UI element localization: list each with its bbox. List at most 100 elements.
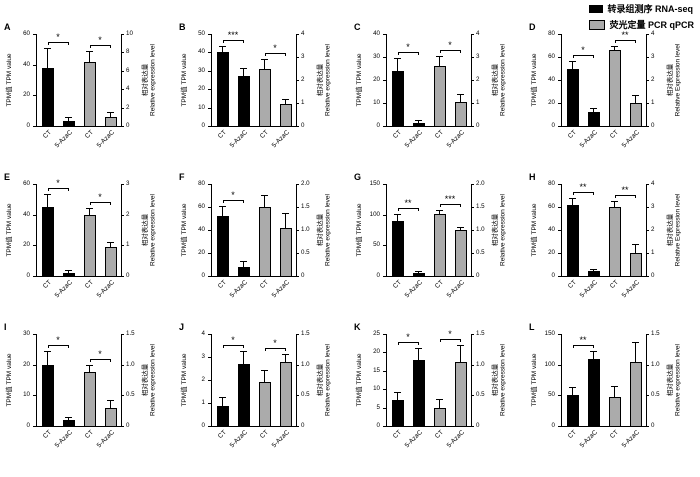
error-bar-line [460,94,461,102]
sig-label: ** [404,197,412,208]
left-tick-label: 2 [201,376,205,383]
left-tick-label: 0 [201,122,205,129]
error-bar-line [243,262,244,267]
right-tick-mark [296,184,299,185]
bar-rnaseq [391,70,404,126]
error-bar-cap [394,391,401,393]
error-bar-line [593,108,594,113]
left-tick-mark [33,184,36,185]
error-bar-cap [569,386,576,388]
sig-label: * [231,335,235,346]
error-bar-cap [590,107,597,109]
legend-item-qpcr: 荧光定量 PCR qPCR [589,18,694,31]
plot-area: ** [386,34,472,127]
bar-rnaseq [62,120,75,126]
error-bar-line [89,365,90,373]
right-tick-label: 0 [651,422,655,429]
error-bar-cap [44,48,51,50]
error-bar-cap [611,386,618,388]
right-tick-mark [296,230,299,231]
chart-panel-B: B TPM值 TPM value 相对表达量 Relative expression … [175,20,350,170]
right-tick-mark [121,245,124,247]
chart-panel-J: J TPM值 TPM value 相对表达量 Relative expression … [175,320,350,470]
left-tick-label: 20 [23,241,30,249]
bar-qpcr [258,68,271,126]
bar-rnaseq [41,67,54,126]
right-tick-label: 1.5 [126,330,135,337]
sig-tick [89,201,91,205]
panel-label: G [354,172,362,182]
error-bar-line [397,59,398,71]
left-tick-mark [383,352,386,354]
bar-rnaseq [587,271,600,276]
bar-rnaseq [391,400,404,426]
left-tick-mark [558,184,561,185]
right-tick-label: 4 [651,30,655,37]
left-tick-label: 3 [201,353,205,360]
error-bar-cap [44,351,51,353]
left-tick-label: 60 [548,203,555,210]
error-bar-cap [282,212,289,214]
bar-rnaseq [237,76,250,126]
right-tick-label: 2 [126,103,130,111]
left-tick-mark [208,334,211,335]
right-axis-title-en: Relative expression level [149,44,157,116]
left-tick-mark [383,407,386,409]
right-axis-title-en: Relative expression level [149,194,157,266]
left-tick-label: 0 [201,422,205,429]
right-tick-label: 2 [301,76,305,83]
sig-tick [592,191,594,195]
error-bar-cap [457,226,464,228]
left-tick-label: 0 [551,122,555,129]
sig-label: * [406,42,410,53]
panel-label: F [179,172,185,182]
left-tick-label: 20 [198,85,205,93]
left-tick-mark [208,380,211,381]
bar-qpcr [608,396,621,426]
sig-tick [572,345,574,349]
right-tick-mark [296,57,299,58]
error-bar-line [635,96,636,103]
bar-qpcr [454,230,467,276]
left-tick-label: 40 [23,210,30,218]
right-tick-label: 2 [651,226,655,233]
chart-panel-C: C TPM值 TPM value 相对表达量 Relative expression … [350,20,525,170]
sig-label: * [231,190,235,200]
right-tick-mark [296,34,299,35]
sig-tick [439,204,441,208]
left-tick-label: 15 [373,366,380,374]
left-tick-label: 150 [544,330,555,337]
error-bar-line [222,207,223,217]
right-tick-label: 0.5 [476,391,485,399]
sig-label: * [406,331,410,342]
left-tick-mark [33,126,36,127]
right-tick-label: 1.5 [476,203,485,210]
left-tick-label: 0 [26,122,30,129]
right-tick-label: 2 [476,76,480,83]
error-bar-cap [240,67,247,69]
left-tick-label: 4 [201,330,205,337]
sig-tick [397,207,399,211]
sig-tick [417,52,419,56]
sig-tick [634,195,636,199]
right-tick-mark [471,395,474,397]
right-tick-label: 0 [126,272,130,279]
left-tick-label: 80 [548,180,555,187]
sig-tick [264,53,266,57]
error-bar-line [285,99,286,105]
left-tick-label: 40 [548,76,555,83]
sig-tick [222,200,224,203]
sig-label: * [56,335,60,346]
right-tick-label: 1.0 [126,360,135,368]
error-bar-cap [457,345,464,347]
error-bar-line [635,244,636,253]
left-tick-label: 10 [373,99,380,106]
right-tick-label: 0 [651,272,655,279]
panel-label: D [529,22,536,32]
sig-label: * [581,44,585,55]
error-bar-cap [436,399,443,401]
right-tick-label: 0 [126,422,130,429]
right-tick-label: 10 [126,30,133,37]
right-axis-title-en: Relative expression level [324,194,332,266]
right-axis-title-en: Relative expression level [324,344,332,416]
